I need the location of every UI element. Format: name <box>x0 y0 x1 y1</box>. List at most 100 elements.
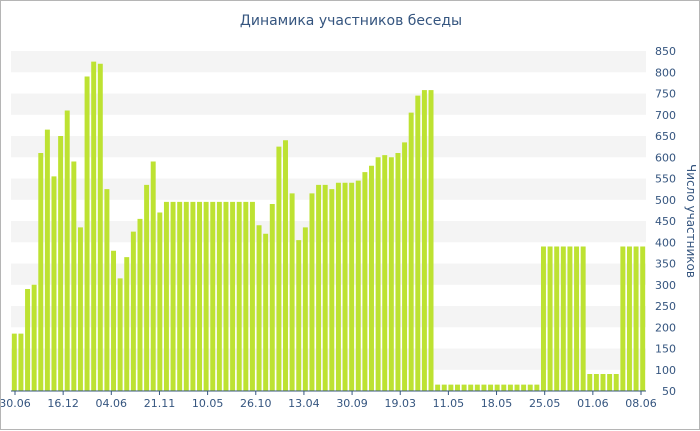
x-tick-label: 26.10 <box>240 397 272 410</box>
bar <box>45 130 50 391</box>
bar <box>475 385 480 391</box>
bar <box>177 202 182 391</box>
y-tick-label: 500 <box>655 194 676 207</box>
y-tick-label: 200 <box>655 321 676 334</box>
bar <box>217 202 222 391</box>
x-tick-label: 08.06 <box>625 397 657 410</box>
bar <box>38 153 43 391</box>
y-tick-label: 850 <box>655 45 676 58</box>
bar <box>71 162 76 392</box>
bar <box>495 385 500 391</box>
bar <box>627 247 632 392</box>
bar <box>528 385 533 391</box>
bar <box>32 285 37 391</box>
bar <box>369 166 374 391</box>
bar <box>488 385 493 391</box>
bar <box>422 90 427 391</box>
bar <box>409 113 414 391</box>
grid-band <box>11 51 646 72</box>
bar <box>607 374 612 391</box>
bar <box>316 185 321 391</box>
x-tick-label: 13.04 <box>288 397 320 410</box>
y-tick-label: 50 <box>662 385 676 398</box>
x-tick-label: 25.05 <box>529 397 561 410</box>
bar <box>237 202 242 391</box>
bar <box>429 90 434 391</box>
bar <box>65 111 70 392</box>
bar <box>356 181 361 391</box>
bar <box>362 172 367 391</box>
y-tick-label: 750 <box>655 88 676 101</box>
y-tick-label: 700 <box>655 109 676 122</box>
bar <box>151 162 156 392</box>
bar <box>78 227 83 391</box>
bar <box>138 219 143 391</box>
bar <box>52 176 57 391</box>
bar <box>501 385 506 391</box>
y-tick-label: 350 <box>655 258 676 271</box>
bar <box>382 155 387 391</box>
bar <box>204 202 209 391</box>
x-tick-label: 18.05 <box>481 397 513 410</box>
bar <box>303 227 308 391</box>
bar <box>581 247 586 392</box>
bar <box>561 247 566 392</box>
bar <box>481 385 486 391</box>
y-tick-label: 550 <box>655 173 676 186</box>
x-tick-label: 30.09 <box>336 397 368 410</box>
y-tick-label: 600 <box>655 151 676 164</box>
bar <box>164 202 169 391</box>
bar <box>508 385 513 391</box>
bar <box>124 257 129 391</box>
x-axis-ticks: 30.06 16.12 04.06 21.11 10.05 26.10 13.04 30.09… <box>1 391 657 410</box>
bar <box>442 385 447 391</box>
bar <box>448 385 453 391</box>
bar <box>230 202 235 391</box>
bar <box>587 374 592 391</box>
bar <box>184 202 189 391</box>
bar <box>620 247 625 392</box>
bar <box>197 202 202 391</box>
bar <box>640 247 645 392</box>
bar <box>323 185 328 391</box>
bar <box>395 153 400 391</box>
x-tick-label: 21.11 <box>144 397 176 410</box>
y-tick-label: 650 <box>655 130 676 143</box>
bar <box>157 213 162 392</box>
y-axis-ticks: 50 100 150 200 250 300 350 400 450 500 550 600 650 70… <box>655 45 676 398</box>
y-tick-label: 400 <box>655 236 676 249</box>
bar <box>58 136 63 391</box>
bar <box>250 202 255 391</box>
bar <box>329 189 334 391</box>
x-tick-label: 16.12 <box>47 397 79 410</box>
bar <box>276 147 281 391</box>
bar <box>118 278 123 391</box>
x-tick-label: 11.05 <box>433 397 465 410</box>
grid-band <box>11 94 646 115</box>
y-axis-label: Число участников <box>684 164 698 278</box>
bar <box>144 185 149 391</box>
bar <box>296 240 301 391</box>
y-tick-label: 150 <box>655 343 676 356</box>
bar <box>336 183 341 391</box>
bar <box>91 62 96 391</box>
y-tick-label: 300 <box>655 279 676 292</box>
bar <box>309 193 314 391</box>
bar <box>171 202 176 391</box>
bar <box>349 183 354 391</box>
bar <box>462 385 467 391</box>
bar <box>25 289 30 391</box>
bar <box>111 251 116 391</box>
bar <box>567 247 572 392</box>
bar <box>435 385 440 391</box>
x-tick-label: 10.05 <box>192 397 224 410</box>
bar <box>389 157 394 391</box>
bar <box>257 225 262 391</box>
bar <box>515 385 520 391</box>
bar <box>343 183 348 391</box>
grid-band <box>11 136 646 157</box>
bar <box>614 374 619 391</box>
bar <box>18 334 23 391</box>
